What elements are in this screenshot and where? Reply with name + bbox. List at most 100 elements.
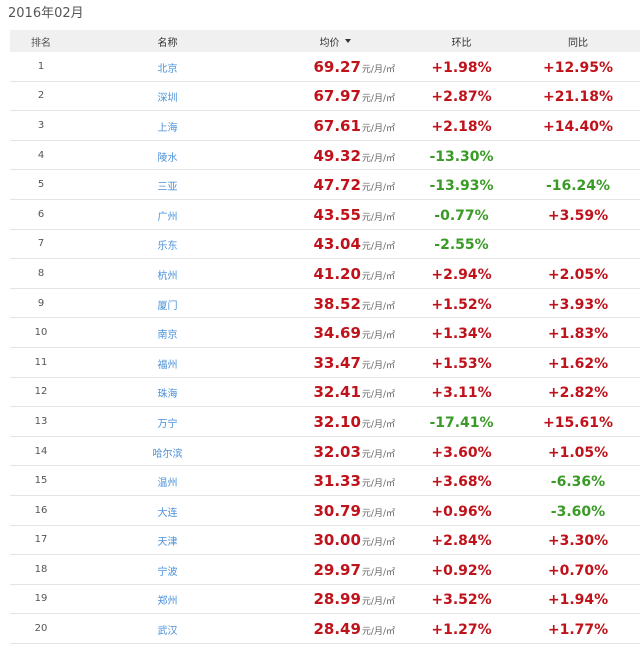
yoy-cell: +12.95% <box>516 57 640 76</box>
price-unit: 元/月/㎡ <box>361 627 395 638</box>
header-price-sort[interactable]: 均价 <box>263 34 407 49</box>
city-link[interactable]: 乐东 <box>157 241 178 253</box>
mom-value: -0.77% <box>434 207 489 224</box>
city-link[interactable]: 北京 <box>157 63 178 75</box>
price-cell: 69.27元/月/㎡ <box>263 57 407 76</box>
city-link[interactable]: 武汉 <box>157 626 178 638</box>
price-cell: 33.47元/月/㎡ <box>263 353 407 372</box>
mom-cell: +1.98% <box>407 57 516 76</box>
city-link[interactable]: 哈尔滨 <box>152 448 183 460</box>
city-link[interactable]: 厦门 <box>157 300 178 312</box>
city-link[interactable]: 上海 <box>157 122 178 134</box>
city-link[interactable]: 广州 <box>157 211 178 223</box>
name-cell: 武汉 <box>72 619 263 638</box>
rank-cell: 17 <box>34 534 48 546</box>
name-cell: 广州 <box>72 205 263 224</box>
name-cell: 宁波 <box>72 560 263 579</box>
table-row: 20 武汉 28.49元/月/㎡ +1.27% +1.77% <box>10 614 640 644</box>
yoy-value: +1.77% <box>547 622 609 639</box>
mom-value: +3.52% <box>431 592 492 609</box>
rank-cell: 16 <box>34 504 48 516</box>
price-value: 34.69 <box>313 324 361 343</box>
table-row: 10 南京 34.69元/月/㎡ +1.34% +1.83% <box>10 318 640 348</box>
price-cell: 31.33元/月/㎡ <box>263 471 407 490</box>
yoy-cell: +15.61% <box>516 412 640 431</box>
mom-cell: +1.34% <box>407 323 516 342</box>
city-link[interactable]: 珠海 <box>157 389 178 401</box>
table-row: 7 乐东 43.04元/月/㎡ -2.55% <box>10 230 640 260</box>
price-cell: 34.69元/月/㎡ <box>263 323 407 342</box>
yoy-value: +1.83% <box>547 326 609 343</box>
yoy-value: +15.61% <box>542 414 614 431</box>
price-cell: 28.49元/月/㎡ <box>263 619 407 638</box>
table-row: 1 北京 69.27元/月/㎡ +1.98% +12.95% <box>10 52 640 82</box>
price-unit: 元/月/㎡ <box>361 597 395 608</box>
price-value: 43.55 <box>313 205 361 224</box>
price-unit: 元/月/㎡ <box>361 212 395 223</box>
header-mom: 环比 <box>451 37 472 49</box>
mom-cell: +2.87% <box>407 86 516 105</box>
yoy-value: +21.18% <box>542 89 614 106</box>
city-link[interactable]: 郑州 <box>157 596 178 608</box>
mom-value: -13.93% <box>429 178 494 195</box>
mom-value: +2.94% <box>431 266 492 283</box>
rank-cell: 5 <box>37 179 45 191</box>
city-link[interactable]: 天津 <box>157 537 178 549</box>
mom-value: +3.60% <box>431 444 492 461</box>
table-row: 18 宁波 29.97元/月/㎡ +0.92% +0.70% <box>10 555 640 585</box>
mom-value: -2.55% <box>434 237 489 254</box>
price-value: 32.03 <box>313 442 361 461</box>
mom-value: -17.41% <box>429 414 494 431</box>
price-value: 41.20 <box>313 264 361 283</box>
yoy-cell: +2.82% <box>516 382 640 401</box>
city-link[interactable]: 万宁 <box>157 418 178 430</box>
yoy-value: +2.05% <box>547 266 609 283</box>
city-link[interactable]: 大连 <box>157 507 178 519</box>
mom-cell: +2.18% <box>407 116 516 135</box>
table-body: 1 北京 69.27元/月/㎡ +1.98% +12.95% 2 深圳 67.97元/月/㎡ +… <box>10 52 640 644</box>
mom-value: +1.53% <box>431 355 492 372</box>
price-value: 28.99 <box>313 590 361 609</box>
price-value: 47.72 <box>313 176 361 195</box>
rank-cell: 1 <box>37 60 45 72</box>
yoy-cell: +3.59% <box>516 205 640 224</box>
yoy-cell: +3.30% <box>516 530 640 549</box>
price-value: 30.00 <box>313 531 361 550</box>
table-row: 6 广州 43.55元/月/㎡ -0.77% +3.59% <box>10 200 640 230</box>
table-row: 5 三亚 47.72元/月/㎡ -13.93% -16.24% <box>10 170 640 200</box>
table-row: 16 大连 30.79元/月/㎡ +0.96% -3.60% <box>10 496 640 526</box>
city-link[interactable]: 杭州 <box>157 270 178 282</box>
yoy-value: +1.05% <box>547 444 609 461</box>
mom-value: +1.27% <box>431 622 492 639</box>
mom-cell: +3.60% <box>407 442 516 461</box>
yoy-cell: +1.77% <box>516 619 640 638</box>
rank-cell: 2 <box>37 90 45 102</box>
mom-cell: -0.77% <box>407 205 516 224</box>
price-cell: 47.72元/月/㎡ <box>263 175 407 194</box>
mom-value: +2.18% <box>431 118 492 135</box>
price-unit: 元/月/㎡ <box>361 64 395 75</box>
table-row: 4 陵水 49.32元/月/㎡ -13.30% <box>10 141 640 171</box>
mom-cell: +0.96% <box>407 501 516 520</box>
header-yoy: 同比 <box>568 37 588 49</box>
price-cell: 43.04元/月/㎡ <box>263 234 407 253</box>
city-link[interactable]: 南京 <box>157 330 178 342</box>
name-cell: 三亚 <box>72 175 263 194</box>
city-link[interactable]: 福州 <box>157 359 178 371</box>
price-unit: 元/月/㎡ <box>361 390 395 401</box>
city-link[interactable]: 陵水 <box>157 152 178 164</box>
rank-cell: 14 <box>34 445 48 457</box>
city-link[interactable]: 三亚 <box>157 182 178 194</box>
yoy-value: +0.70% <box>547 562 609 579</box>
city-link[interactable]: 深圳 <box>157 93 178 105</box>
city-link[interactable]: 宁波 <box>157 566 178 578</box>
price-value: 49.32 <box>313 146 361 165</box>
price-unit: 元/月/㎡ <box>361 301 395 312</box>
mom-cell: +3.68% <box>407 471 516 490</box>
name-cell: 郑州 <box>72 589 263 608</box>
rank-cell: 11 <box>34 356 48 368</box>
city-link[interactable]: 温州 <box>157 478 178 490</box>
table-row: 11 福州 33.47元/月/㎡ +1.53% +1.62% <box>10 348 640 378</box>
yoy-cell: -3.60% <box>516 501 640 520</box>
price-cell: 28.99元/月/㎡ <box>263 589 407 608</box>
